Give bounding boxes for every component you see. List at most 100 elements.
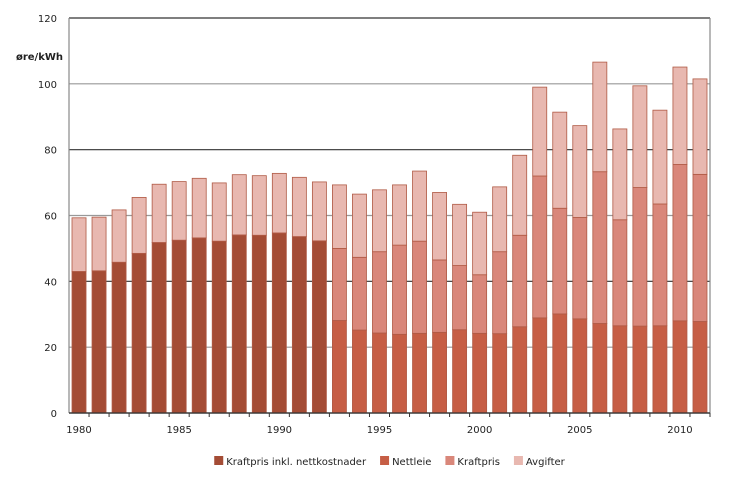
bar-segment — [131, 196, 147, 254]
bar-segment — [131, 252, 147, 414]
bar-segment — [191, 177, 207, 239]
bar-segment — [91, 216, 107, 272]
bar-segment — [592, 61, 608, 173]
bar-segment — [191, 237, 207, 414]
bar-segment — [412, 240, 427, 334]
bar-segment — [612, 219, 628, 327]
x-tick-label: 1980 — [66, 425, 91, 436]
bar-segment — [612, 325, 628, 414]
bar-segment — [352, 329, 367, 414]
legend-swatch — [513, 456, 523, 465]
bar-segment — [91, 270, 107, 414]
legend-label: Avgifter — [526, 457, 566, 468]
bar-segment — [512, 326, 528, 414]
bar-segment — [632, 187, 648, 327]
bar-segment — [492, 333, 508, 414]
bar-segment — [672, 164, 688, 322]
bar-segment — [392, 184, 407, 246]
bar-segment — [251, 175, 267, 236]
bar-segment — [392, 244, 407, 335]
bar-segment — [171, 181, 187, 241]
bar-segment — [592, 323, 608, 414]
bar-segment — [652, 325, 668, 414]
bar-segment — [572, 125, 588, 218]
bar-segment — [552, 111, 568, 209]
bar-segment — [452, 265, 468, 331]
bar-segment — [672, 320, 688, 414]
bar-segment — [211, 182, 227, 242]
bar-segment — [492, 251, 508, 335]
bar-segment — [432, 192, 447, 261]
bar-segment — [71, 217, 87, 272]
bar-segment — [111, 209, 127, 263]
bar-segment — [372, 189, 387, 253]
x-tick-label: 1995 — [367, 425, 392, 436]
bar-segment — [532, 317, 548, 414]
bar-segment — [372, 332, 387, 414]
y-tick-label: 40 — [44, 277, 57, 288]
bar-segment — [352, 193, 367, 258]
bar-segment — [552, 207, 568, 315]
legend-label: Nettleie — [392, 457, 431, 468]
bar-segment — [652, 109, 668, 205]
bar-segment — [111, 261, 127, 414]
bar-segment — [692, 321, 708, 414]
bar-segment — [271, 232, 287, 414]
bar-segment — [512, 234, 528, 328]
bar-segment — [251, 234, 267, 414]
bar-segment — [332, 248, 347, 321]
bar-segment — [332, 184, 347, 249]
bar-segment — [452, 203, 468, 266]
legend-swatch — [445, 456, 455, 465]
bar-segment — [71, 271, 87, 414]
legend-swatch — [214, 456, 224, 465]
bar-segment — [372, 251, 387, 334]
y-axis-label: øre/kWh — [16, 52, 63, 63]
bar-segment — [492, 186, 508, 253]
bar-segment — [472, 332, 488, 414]
bar-segment — [432, 331, 447, 414]
x-tick-label: 2010 — [667, 425, 692, 436]
bar-segment — [231, 174, 247, 236]
bar-segment — [532, 175, 548, 319]
bar-segment — [632, 325, 648, 414]
bar-segment — [311, 181, 327, 242]
y-tick-label: 120 — [38, 14, 57, 25]
bar-segment — [211, 240, 227, 414]
bar-segment — [552, 313, 568, 414]
bar-segment — [291, 176, 307, 237]
bar-segment — [692, 173, 708, 322]
bar-segment — [472, 211, 488, 276]
bar-segment — [592, 171, 608, 324]
bar-segment — [452, 329, 468, 414]
bar-segment — [311, 240, 327, 414]
y-tick-label: 60 — [44, 212, 57, 223]
bar-segment — [231, 234, 247, 414]
bar-segment — [352, 256, 367, 331]
bar-segment — [291, 236, 307, 414]
x-tick-label: 2000 — [467, 425, 492, 436]
y-tick-label: 0 — [51, 409, 57, 420]
x-tick-label: 2005 — [567, 425, 592, 436]
bar-segment — [412, 332, 427, 414]
bar-segment — [271, 172, 287, 234]
x-tick-label: 1990 — [267, 425, 292, 436]
bar-segment — [171, 239, 187, 414]
y-tick-label: 80 — [44, 146, 57, 157]
bar-segment — [632, 85, 648, 188]
x-tick-label: 1985 — [166, 425, 191, 436]
bar-segment — [151, 242, 167, 414]
bar-segment — [672, 66, 688, 165]
bar-segment — [332, 320, 347, 414]
bar-segment — [432, 259, 447, 333]
bar-segment — [151, 183, 167, 243]
legend-label: Kraftpris inkl. nettkostnader — [226, 457, 367, 468]
bar-segment — [512, 154, 528, 236]
bar-segment — [652, 203, 668, 327]
y-tick-label: 20 — [44, 343, 57, 354]
bar-segment — [692, 78, 708, 175]
y-tick-label: 100 — [38, 80, 57, 91]
legend-swatch — [380, 456, 390, 465]
